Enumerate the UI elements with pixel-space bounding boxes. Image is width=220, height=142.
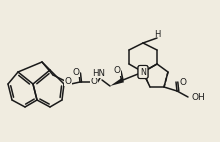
Text: O: O [90, 77, 97, 85]
Text: O: O [180, 78, 187, 86]
Text: OH: OH [191, 92, 205, 102]
Polygon shape [110, 78, 124, 86]
Text: O: O [64, 77, 72, 85]
Text: H: H [154, 30, 160, 38]
Text: O: O [114, 66, 121, 75]
Text: HN: HN [92, 68, 106, 78]
Text: O: O [73, 67, 79, 77]
Text: N: N [140, 67, 146, 77]
Polygon shape [141, 71, 150, 87]
Text: N: N [140, 67, 146, 77]
